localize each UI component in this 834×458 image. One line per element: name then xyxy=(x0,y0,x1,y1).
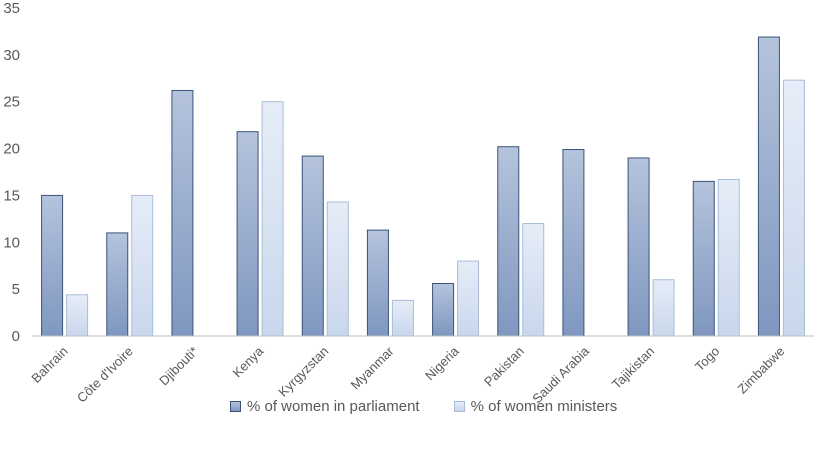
legend: % of women in parliament % of women mini… xyxy=(230,398,617,415)
x-tick-label: Tajikistan xyxy=(609,344,657,392)
bar-ministers xyxy=(66,294,89,337)
x-tick-label: Kyrgyzstan xyxy=(275,344,331,400)
legend-label-ministers: % of women ministers xyxy=(470,398,618,415)
bar-ministers xyxy=(522,223,545,337)
x-tick-label: Nigeria xyxy=(422,343,462,383)
x-tick-label: Côte d'Ivoire xyxy=(74,344,136,406)
y-tick-label: 15 xyxy=(3,187,20,204)
bar-parliament xyxy=(236,131,259,337)
x-tick-label: Bahrain xyxy=(28,344,70,386)
y-tick-label: 0 xyxy=(12,328,20,345)
y-tick-label: 35 xyxy=(3,0,20,17)
bar-ministers xyxy=(131,194,154,337)
legend-item-ministers: % of women ministers xyxy=(453,398,618,415)
bar-parliament xyxy=(692,180,715,337)
bar-parliament xyxy=(366,229,389,337)
x-tick-label: Saudi Arabia xyxy=(529,343,592,406)
bar-parliament xyxy=(106,232,129,337)
legend-label-parliament: % of women in parliament xyxy=(247,398,420,415)
bar-parliament xyxy=(432,283,455,337)
bar-parliament xyxy=(562,149,585,337)
y-tick-label: 30 xyxy=(3,47,20,64)
bar-ministers xyxy=(261,101,284,337)
y-axis-tick-labels: 0 5 10 15 20 25 30 35 xyxy=(3,0,20,345)
x-tick-label: Zimbabwe xyxy=(735,344,788,397)
y-tick-label: 20 xyxy=(3,141,20,158)
y-tick-label: 5 xyxy=(12,281,20,298)
bar-ministers xyxy=(391,299,414,337)
x-tick-label: Kenya xyxy=(230,343,267,380)
bar-parliament xyxy=(627,157,650,337)
bars xyxy=(41,36,805,337)
legend-item-parliament: % of women in parliament xyxy=(230,398,420,415)
bar-parliament xyxy=(171,89,194,337)
y-tick-label: 25 xyxy=(3,94,20,111)
bar-parliament xyxy=(301,155,324,337)
legend-swatch-parliament xyxy=(230,401,241,412)
x-axis-tick-labels: Bahrain Côte d'Ivoire Djibouti* Kenya Kyrgyz… xyxy=(28,343,787,406)
bar-ministers xyxy=(457,260,480,337)
x-tick-label: Djibouti* xyxy=(156,344,201,389)
x-tick-label: Pakistan xyxy=(481,344,527,390)
y-tick-label: 10 xyxy=(3,234,20,251)
bar-ministers xyxy=(717,178,740,337)
x-tick-label: Myanmar xyxy=(348,343,397,392)
bar-ministers xyxy=(782,79,805,337)
bar-parliament xyxy=(497,146,520,337)
x-tick-label: Togo xyxy=(692,344,723,375)
bar-parliament xyxy=(41,194,64,337)
bar-parliament xyxy=(757,36,780,337)
legend-swatch-ministers xyxy=(453,401,465,412)
bar-ministers xyxy=(652,279,675,337)
bar-ministers xyxy=(326,201,349,337)
